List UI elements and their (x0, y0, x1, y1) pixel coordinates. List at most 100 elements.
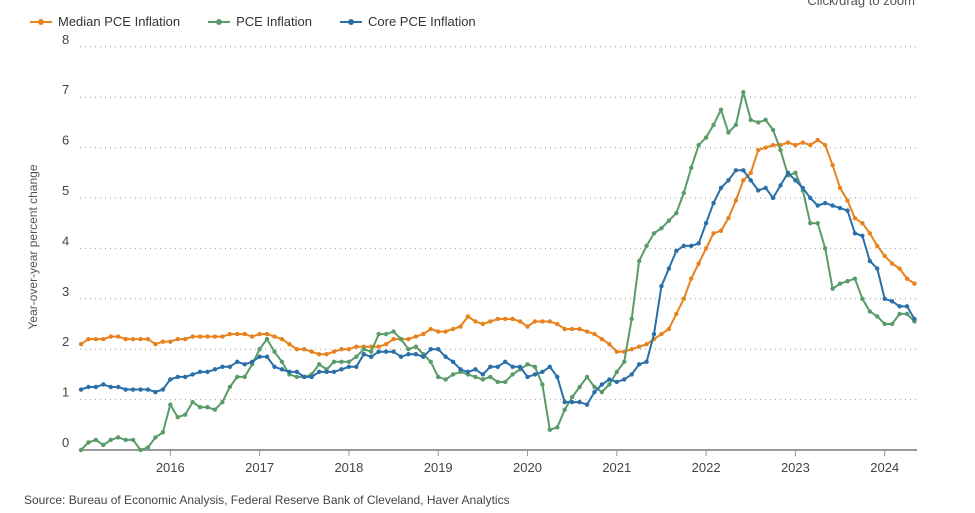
data-point (272, 334, 277, 339)
data-point (867, 258, 873, 264)
data-point (770, 142, 776, 148)
data-point (153, 341, 158, 347)
data-point (897, 311, 902, 317)
data-point (331, 369, 337, 375)
data-point (443, 354, 448, 359)
data-point (428, 359, 433, 364)
data-point (845, 198, 850, 203)
data-point (316, 362, 322, 367)
data-point (569, 326, 575, 332)
data-point (629, 347, 634, 352)
data-point (741, 168, 746, 173)
data-point (852, 231, 858, 236)
data-point (450, 326, 456, 332)
legend-label: PCE Inflation (236, 14, 312, 29)
legend-label: Core PCE Inflation (368, 14, 476, 29)
data-point (689, 276, 694, 281)
data-point (436, 347, 441, 352)
legend-item-median-pce[interactable]: Median PCE Inflation (30, 14, 180, 29)
data-point (145, 336, 151, 342)
blue-line-marker-icon (340, 18, 362, 25)
data-point (227, 364, 233, 370)
data-point (510, 372, 515, 377)
data-point (592, 331, 597, 337)
data-point (837, 185, 843, 191)
data-point (562, 399, 567, 405)
data-point (346, 359, 352, 364)
data-point (614, 369, 619, 375)
legend-item-pce[interactable]: PCE Inflation (208, 14, 312, 29)
data-point (726, 130, 731, 135)
data-point (182, 336, 188, 342)
y-tick-label: 5 (62, 183, 69, 198)
data-point (517, 364, 523, 370)
data-point (398, 354, 404, 359)
data-point (264, 336, 270, 342)
data-point (562, 407, 567, 412)
data-point (78, 447, 84, 453)
data-point (577, 326, 582, 332)
data-point (689, 165, 694, 170)
data-point (86, 336, 91, 342)
data-point (316, 369, 322, 375)
data-point (339, 359, 344, 364)
data-point (808, 142, 813, 148)
data-point (584, 329, 590, 334)
data-point (852, 215, 858, 221)
data-point (785, 170, 791, 175)
data-point (413, 344, 419, 349)
data-point (264, 354, 270, 359)
data-point (912, 281, 917, 286)
data-point (116, 435, 121, 440)
data-point (168, 402, 173, 407)
data-point (376, 331, 381, 337)
data-point (525, 324, 530, 329)
data-point (175, 415, 180, 420)
data-point (547, 319, 553, 324)
data-point (636, 344, 642, 349)
data-point (398, 336, 404, 342)
data-point (845, 278, 850, 284)
data-point (622, 377, 627, 382)
data-point (235, 359, 240, 364)
data-point (339, 367, 344, 372)
legend-item-core-pce[interactable]: Core PCE Inflation (340, 14, 476, 29)
y-tick-label: 2 (62, 334, 69, 349)
data-point (517, 319, 523, 324)
data-point (123, 336, 128, 342)
data-point (755, 147, 761, 153)
data-point (763, 145, 768, 150)
data-point (428, 347, 433, 352)
data-point (369, 354, 374, 359)
data-point (406, 347, 411, 352)
green-line-marker-icon (208, 18, 231, 25)
data-point (257, 331, 262, 337)
source-note: Source: Bureau of Economic Analysis, Fed… (24, 493, 510, 507)
data-point (532, 364, 538, 370)
orange-line-marker-icon (30, 18, 52, 25)
data-point (592, 389, 597, 395)
data-point (168, 339, 173, 344)
data-point (532, 319, 538, 324)
y-tick-label: 4 (62, 233, 69, 248)
data-point (101, 336, 106, 342)
data-point (696, 261, 701, 266)
data-point (220, 334, 225, 339)
data-point (123, 387, 128, 392)
data-point (525, 374, 530, 380)
data-point (279, 359, 285, 364)
data-point (346, 364, 352, 370)
data-point (540, 369, 545, 375)
data-point (599, 382, 605, 387)
data-point (540, 382, 545, 387)
data-point (904, 304, 910, 309)
data-point (383, 331, 389, 337)
zoom-hint: Click/drag to zoom (807, 0, 915, 8)
data-point (666, 326, 672, 332)
data-point (480, 377, 486, 382)
data-point (763, 117, 768, 123)
data-point (547, 364, 553, 370)
data-point (235, 331, 240, 337)
y-tick-label: 6 (62, 133, 69, 148)
